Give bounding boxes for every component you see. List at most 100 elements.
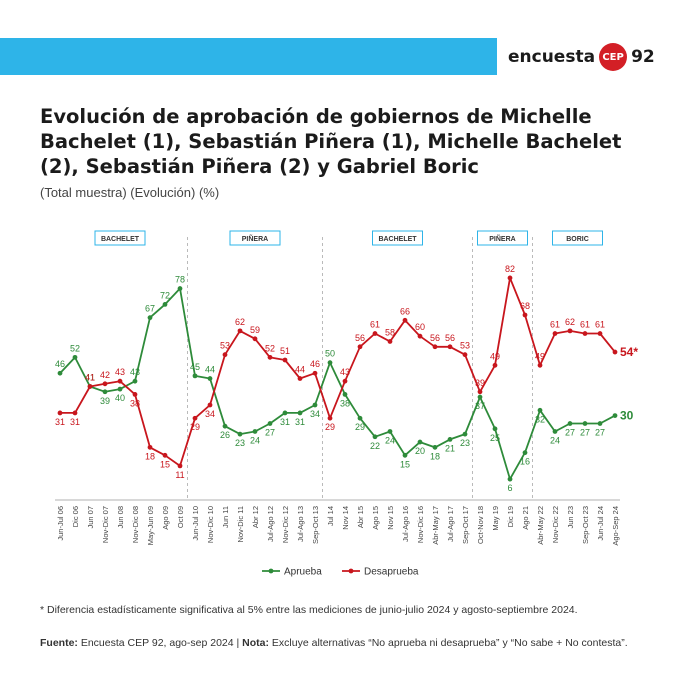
data-label-aprueba: 30 (620, 409, 634, 423)
chart-title: Evolución de aprobación de gobiernos de … (40, 105, 622, 178)
data-label-aprueba: 41 (85, 372, 95, 382)
data-point-aprueba (447, 437, 453, 442)
data-label-aprueba: 40 (115, 393, 125, 403)
x-tick-label: Jun 07 (86, 506, 95, 529)
data-label-desaprueba: 61 (370, 320, 380, 330)
period-label: BACHELET (378, 236, 417, 243)
data-point-desaprueba (372, 331, 378, 336)
data-point-desaprueba (567, 328, 573, 334)
legend-label-desaprueba: Desaprueba (364, 567, 419, 578)
data-point-desaprueba (297, 376, 303, 381)
data-label-desaprueba: 52 (265, 343, 275, 353)
data-point-desaprueba (552, 331, 558, 336)
data-label-aprueba: 46 (55, 359, 65, 369)
data-point-desaprueba (597, 331, 603, 336)
data-point-desaprueba (57, 410, 63, 416)
x-tick-label: Ago 21 (521, 506, 530, 530)
data-label-desaprueba: 11 (175, 470, 184, 480)
x-tick-label: May 19 (491, 506, 500, 531)
x-tick-label: Sep-Oct 17 (461, 506, 470, 544)
period-label: BORIC (566, 236, 589, 243)
data-label-aprueba: 21 (445, 443, 455, 453)
data-point-aprueba (162, 302, 168, 307)
data-label-aprueba: 24 (550, 435, 560, 445)
data-point-aprueba (612, 413, 618, 418)
x-tick-label: Jun-Jul 24 (596, 506, 605, 541)
data-label-desaprueba: 61 (550, 320, 560, 330)
data-point-desaprueba (162, 452, 168, 458)
data-label-desaprueba: 62 (235, 317, 245, 327)
x-tick-label: Abr 15 (356, 506, 365, 528)
source-note: Fuente: Encuesta CEP 92, ago-sep 2024 | … (40, 637, 660, 649)
data-label-desaprueba: 43 (115, 367, 125, 377)
x-tick-label: May-Jun 09 (146, 506, 155, 545)
data-label-aprueba: 25 (490, 433, 500, 443)
x-tick-label: Nov-Dic 11 (236, 506, 245, 543)
x-tick-label: Ago 15 (371, 506, 380, 530)
x-tick-label: Nov-Dic 10 (206, 506, 215, 543)
data-label-aprueba: 50 (325, 349, 335, 359)
data-point-aprueba (132, 378, 138, 384)
data-point-desaprueba (387, 339, 393, 344)
data-label-desaprueba: 39 (475, 378, 485, 388)
brand-badge: CEP (599, 43, 628, 71)
x-tick-label: Jun-Jul 06 (56, 506, 65, 541)
data-label-desaprueba: 29 (325, 422, 335, 432)
period-box (552, 230, 603, 246)
data-point-aprueba (582, 421, 588, 426)
data-point-desaprueba (537, 362, 543, 368)
chart-subtitle: (Total muestra) (Evolución) (%) (40, 185, 220, 200)
period-label: PIÑERA (242, 234, 268, 243)
data-label-aprueba: 16 (520, 457, 530, 467)
data-label-desaprueba: 49 (490, 351, 500, 361)
data-point-desaprueba (192, 415, 198, 421)
data-point-desaprueba (417, 333, 423, 339)
data-point-desaprueba (522, 312, 528, 318)
data-point-aprueba (117, 386, 123, 392)
data-point-aprueba (207, 376, 213, 381)
data-label-aprueba: 24 (250, 435, 260, 445)
data-point-desaprueba (267, 354, 273, 360)
data-label-desaprueba: 68 (520, 301, 530, 311)
data-label-aprueba: 52 (70, 343, 80, 353)
data-point-aprueba (537, 407, 543, 413)
data-point-aprueba (402, 452, 408, 458)
data-label-desaprueba: 18 (145, 451, 155, 461)
data-point-aprueba (387, 429, 393, 434)
data-point-desaprueba (177, 463, 183, 469)
data-label-aprueba: 27 (265, 428, 275, 438)
x-tick-label: Ago 09 (161, 506, 170, 530)
x-tick-label: Jul-Ago 13 (296, 506, 305, 542)
x-tick-label: Nov-Dic 22 (551, 506, 560, 543)
data-label-desaprueba: 60 (415, 322, 425, 332)
x-tick-label: Nov 14 (341, 506, 350, 530)
data-label-desaprueba: 31 (70, 417, 80, 427)
data-label-aprueba: 22 (370, 441, 380, 451)
data-label-aprueba: 23 (235, 438, 245, 448)
x-tick-label: Abr-May 17 (431, 506, 440, 545)
data-label-aprueba: 18 (430, 451, 440, 461)
data-label-aprueba: 32 (535, 414, 545, 424)
data-point-desaprueba (102, 381, 108, 387)
x-tick-label: Abr 12 (251, 506, 260, 528)
data-label-aprueba: 29 (355, 422, 365, 432)
data-point-aprueba (72, 354, 78, 360)
data-label-aprueba: 27 (595, 428, 605, 438)
data-label-desaprueba: 66 (400, 306, 410, 316)
data-point-aprueba (297, 410, 303, 416)
data-label-desaprueba: 53 (220, 341, 230, 351)
data-label-aprueba: 27 (580, 428, 590, 438)
data-point-aprueba (252, 429, 258, 434)
data-point-desaprueba (132, 392, 138, 397)
data-point-desaprueba (222, 352, 228, 358)
data-point-desaprueba (402, 317, 408, 323)
brand-number: 92 (631, 47, 655, 67)
data-label-aprueba: 39 (100, 396, 110, 406)
data-label-aprueba: 23 (460, 438, 470, 448)
data-point-desaprueba (342, 378, 348, 384)
data-label-desaprueba: 51 (280, 346, 290, 356)
data-point-desaprueba (477, 389, 483, 395)
data-point-aprueba (312, 402, 318, 408)
period-box (372, 230, 423, 246)
data-point-desaprueba (357, 344, 363, 350)
